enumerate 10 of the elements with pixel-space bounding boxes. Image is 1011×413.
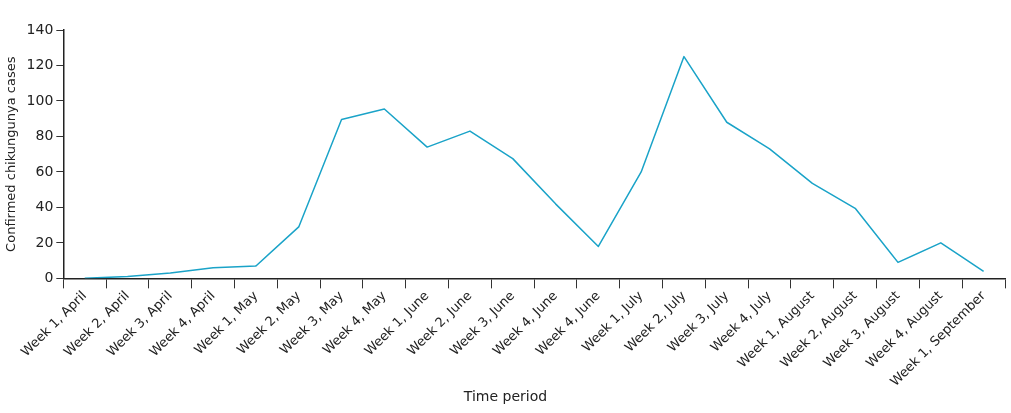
y-tick-label: 120	[26, 56, 54, 73]
y-tick-label: 140	[26, 20, 54, 37]
y-tick-label: 20	[35, 233, 54, 250]
y-tick-label: 60	[35, 162, 54, 179]
y-tick-label: 40	[35, 198, 54, 215]
x-axis-title: Time period	[462, 388, 549, 404]
y-axis-title: Confirmed chikungunya cases	[3, 56, 19, 252]
y-tick-label: 0	[44, 269, 54, 285]
y-tick-label: 80	[35, 127, 54, 144]
y-tick-label: 100	[26, 91, 54, 108]
